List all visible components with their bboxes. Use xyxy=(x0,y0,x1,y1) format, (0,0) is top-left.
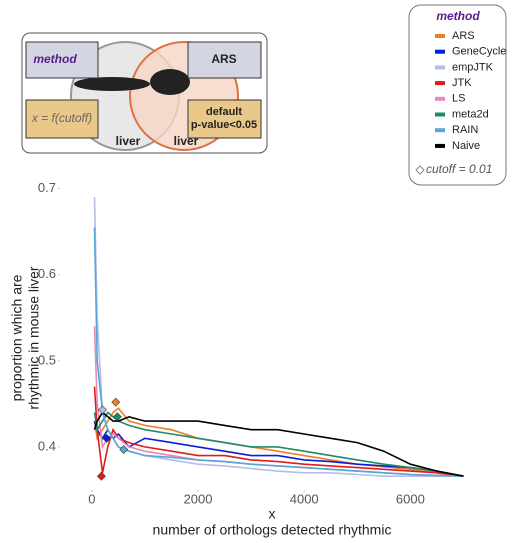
cutoff-marker xyxy=(102,433,112,443)
legend-label: meta2d xyxy=(452,108,489,120)
fish-icon xyxy=(74,77,150,91)
x-tick-label: 0 xyxy=(88,491,95,506)
series-line xyxy=(93,197,464,477)
series-line xyxy=(93,326,464,477)
x-tick-label: 6000 xyxy=(396,491,425,506)
cutoff-marker xyxy=(98,405,107,415)
series-line xyxy=(93,411,464,477)
y-tick-label: 0.4 xyxy=(38,438,56,453)
method-value: ARS xyxy=(211,52,236,66)
tissue-label: liver xyxy=(174,134,199,148)
cutoff-symbol xyxy=(415,165,425,175)
x-tick-label: 4000 xyxy=(290,491,319,506)
default-box xyxy=(187,99,262,139)
x-axis-label: x xyxy=(269,506,276,522)
x-formula: x = f(cutoff) xyxy=(31,111,92,125)
y-tick-label: 0.7 xyxy=(38,180,56,195)
y-axis-label: rhythmic in mouse liver xyxy=(26,266,42,409)
legend-label: empJTK xyxy=(452,61,494,73)
legend-label: JTK xyxy=(452,77,472,89)
tissue-label: liver xyxy=(116,134,141,148)
method-box xyxy=(25,41,99,79)
y-tick-label: 0.6 xyxy=(38,266,56,281)
x-axis-label: number of orthologs detected rhythmic xyxy=(153,522,392,538)
legend-label: RAIN xyxy=(452,124,478,136)
mouse-icon xyxy=(150,69,190,95)
series-line xyxy=(93,227,464,477)
formula-box xyxy=(25,99,99,139)
legend: method cutoff = 0.01 xyxy=(408,4,507,186)
cutoff-marker xyxy=(112,412,122,422)
legend-frame xyxy=(408,4,507,186)
y-axis-label: proportion which are xyxy=(9,274,25,401)
series-line xyxy=(93,386,464,477)
cutoff-marker xyxy=(119,445,129,454)
cutoff-marker xyxy=(96,471,106,481)
default-text: default xyxy=(206,106,242,118)
x-tick-label: 2000 xyxy=(184,491,213,506)
method-label: method xyxy=(33,52,77,66)
legend-label: Naive xyxy=(452,140,480,152)
cutoff-marker xyxy=(111,397,121,407)
default-text: p-value<0.05 xyxy=(191,119,257,131)
legend-label: LS xyxy=(452,93,465,105)
legend-title: method xyxy=(436,9,480,23)
legend-label: ARS xyxy=(452,30,475,42)
legend-label: GeneCycle xyxy=(452,46,506,58)
series-line xyxy=(93,411,464,477)
diagram: method ARS x = f(cutoff) default p-value… xyxy=(21,32,268,154)
y-tick-label: 0.5 xyxy=(38,352,56,367)
method-value-box xyxy=(187,41,262,79)
cutoff-label: cutoff = 0.01 xyxy=(426,162,492,176)
